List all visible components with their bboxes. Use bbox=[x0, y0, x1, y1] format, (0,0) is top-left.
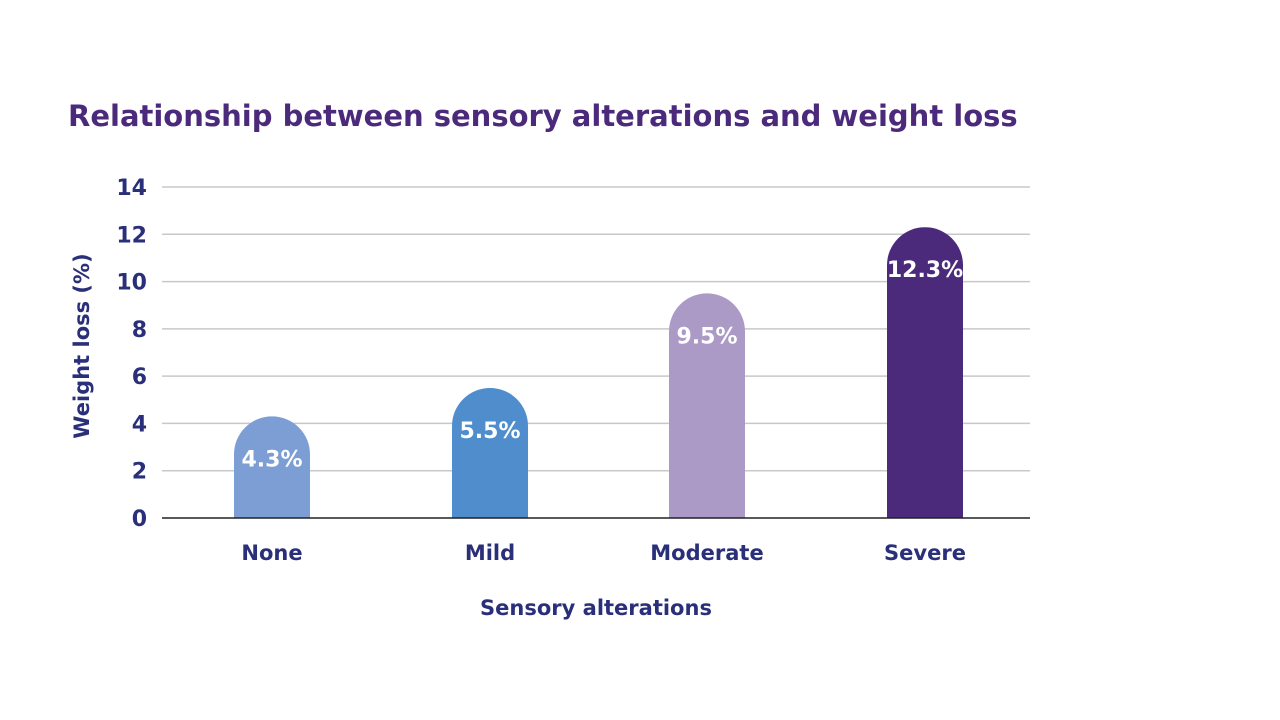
bar-none bbox=[234, 416, 310, 518]
x-axis-ticks: None Mild Moderate Severe bbox=[241, 541, 966, 565]
x-axis-title: Sensory alterations bbox=[480, 596, 712, 620]
x-tick-label: None bbox=[241, 541, 302, 565]
chart-title: Relationship between sensory alterations… bbox=[68, 99, 1018, 133]
y-tick-label: 14 bbox=[116, 176, 147, 201]
data-label: 5.5% bbox=[459, 419, 520, 444]
x-tick-label: Severe bbox=[884, 541, 966, 565]
y-tick-label: 12 bbox=[116, 223, 147, 248]
data-labels: 4.3% 5.5% 9.5% 12.3% bbox=[241, 258, 963, 472]
data-label: 12.3% bbox=[887, 258, 963, 283]
data-label: 9.5% bbox=[676, 324, 737, 349]
y-axis-ticks: 0 2 4 6 8 10 12 14 bbox=[116, 176, 147, 532]
bar-moderate bbox=[669, 293, 745, 518]
bars bbox=[234, 227, 963, 518]
y-tick-label: 6 bbox=[132, 365, 147, 390]
y-tick-label: 0 bbox=[132, 507, 147, 532]
bar-severe bbox=[887, 227, 963, 518]
x-tick-label: Moderate bbox=[650, 541, 763, 565]
x-tick-label: Mild bbox=[465, 541, 515, 565]
data-label: 4.3% bbox=[241, 447, 302, 472]
y-tick-label: 2 bbox=[132, 460, 147, 485]
y-tick-label: 8 bbox=[132, 318, 147, 343]
gridlines bbox=[162, 186, 1030, 472]
bar-mild bbox=[452, 387, 528, 518]
y-tick-label: 10 bbox=[116, 271, 147, 296]
y-axis-title: Weight loss (%) bbox=[70, 253, 94, 438]
y-tick-label: 4 bbox=[132, 412, 147, 437]
